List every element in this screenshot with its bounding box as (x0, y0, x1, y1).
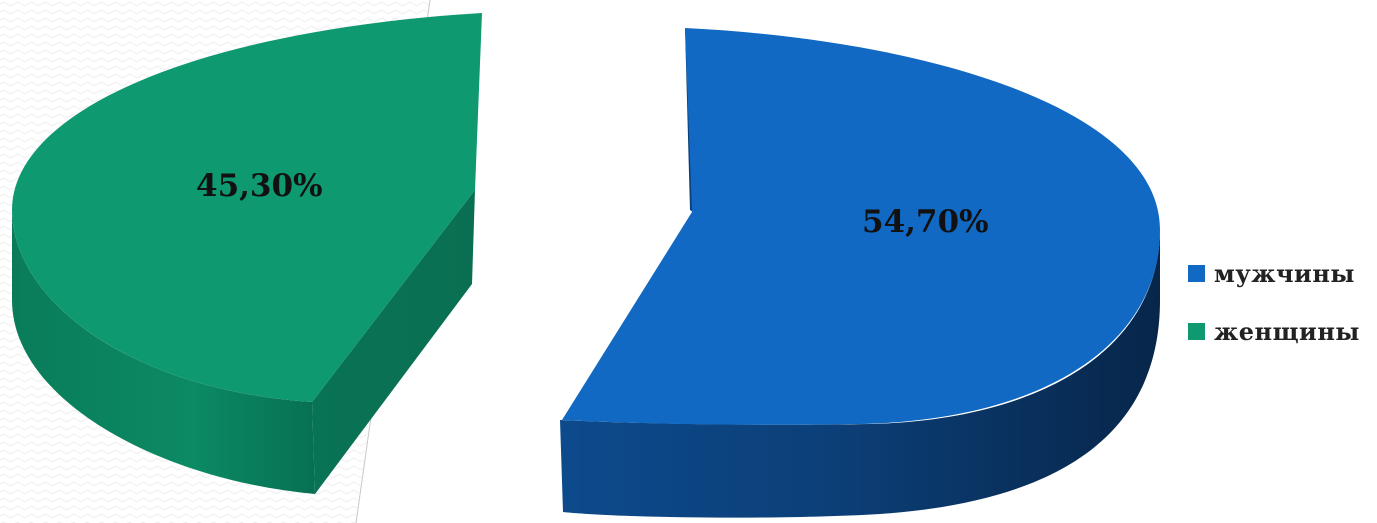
slice-muzhchiny-top (562, 28, 1160, 425)
legend-item-zhenshchiny: женщины (1188, 316, 1360, 346)
slice-muzhchiny-side (560, 228, 1160, 518)
legend-label-zhenshchiny: женщины (1214, 316, 1360, 346)
legend-label-muzhchiny: мужчины (1214, 258, 1355, 288)
slice-zhenshchiny (12, 13, 482, 494)
legend-item-muzhchiny: мужчины (1188, 258, 1360, 288)
slice-muzhchiny (560, 28, 1160, 518)
data-label-zhenshchiny: 45,30% (196, 168, 323, 204)
legend-swatch-zhenshchiny (1188, 322, 1205, 340)
slice-zhenshchiny-cut-face (312, 190, 475, 494)
legend-swatch-muzhchiny (1188, 264, 1205, 282)
slice-zhenshchiny-side (12, 210, 315, 494)
data-label-muzhchiny: 54,70% (862, 204, 989, 240)
legend: мужчины женщины (1188, 258, 1360, 374)
slice-zhenshchiny-top (12, 13, 482, 402)
